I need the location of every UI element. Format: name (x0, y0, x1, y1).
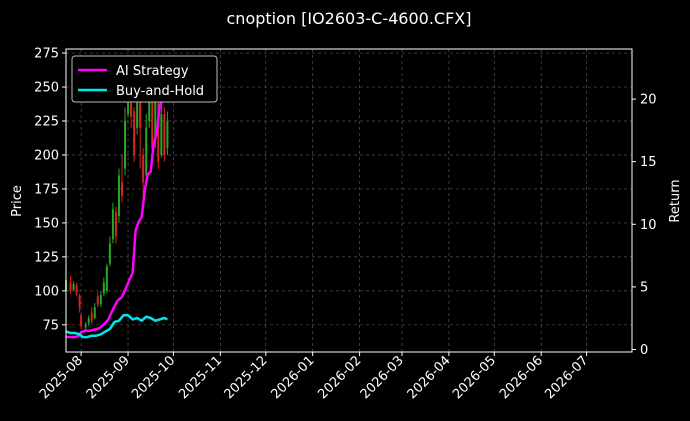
legend-label-ai-strategy: AI Strategy (116, 64, 189, 79)
candle-body (151, 100, 154, 149)
x-tick-label: 2025-11 (176, 353, 225, 402)
y2-tick-label: 20 (640, 93, 657, 108)
candle-body (160, 114, 163, 155)
y2-tick-label: 15 (640, 155, 657, 170)
candle-body (102, 282, 105, 294)
y-tick-label: 150 (34, 216, 59, 231)
x-tick-label: 2025-09 (84, 353, 133, 402)
y-tick-label: 225 (34, 115, 59, 130)
candlesticks (65, 70, 169, 332)
y2-tick-label: 10 (640, 218, 657, 233)
x-tick-label: 2026-05 (450, 353, 499, 402)
candle-body (105, 266, 108, 291)
y2-tick-label: 0 (640, 343, 648, 358)
chart-title: cnoption [IO2603-C-4600.CFX] (227, 9, 472, 28)
y-tick-label: 75 (42, 318, 59, 333)
candle-body (80, 315, 83, 327)
candle-body (108, 243, 111, 264)
candle-body (139, 93, 142, 128)
y-tick-label: 125 (34, 250, 59, 265)
candle-body (142, 154, 145, 183)
x-axis: 2025-082025-092025-102025-112025-122026-… (37, 352, 591, 402)
candle-body (157, 103, 160, 162)
candle-body (75, 285, 78, 294)
legend-box (71, 55, 218, 103)
x-tick-label: 2026-06 (497, 353, 546, 402)
y-tick-label: 250 (34, 81, 59, 96)
legend: AI Strategy Buy-and-Hold (71, 55, 218, 103)
y-axis-right: 0 5 10 15 20 (632, 93, 657, 358)
x-tick-label: 2025-10 (129, 353, 178, 402)
candle-body (69, 282, 72, 291)
plot-frame (65, 48, 633, 353)
candle-body (133, 111, 136, 155)
y2-axis-label: Return (668, 179, 683, 222)
candle-body (124, 121, 127, 169)
series-lines (65, 94, 169, 339)
candle-body (148, 93, 151, 122)
series-line-ai-strategy (66, 94, 169, 339)
grid (66, 49, 632, 352)
candle-body (120, 182, 123, 196)
x-tick-label: 2026-07 (542, 353, 591, 402)
x-tick-label: 2026-03 (358, 353, 407, 402)
candle-body (72, 284, 75, 290)
x-tick-label: 2026-01 (268, 353, 317, 402)
y-tick-label: 100 (34, 284, 59, 299)
candle-body (136, 87, 139, 128)
candle-body (96, 296, 99, 305)
y-axis-left: 75 100 125 150 175 200 225 250 275 (34, 47, 66, 333)
candle-body (78, 296, 81, 308)
candle-body (166, 121, 169, 149)
legend-label-buy-and-hold: Buy-and-Hold (116, 84, 204, 99)
candle-body (130, 93, 133, 117)
candle-body (163, 114, 166, 155)
series-line-buy-and-hold (65, 314, 168, 339)
x-tick-label: 2025-08 (37, 353, 86, 402)
candle-body (154, 100, 157, 142)
y-tick-label: 275 (34, 47, 59, 62)
y-tick-label: 175 (34, 182, 59, 197)
y-tick-label: 200 (34, 148, 59, 163)
x-tick-label: 2026-02 (315, 353, 364, 402)
candle-body (99, 294, 102, 305)
x-tick-label: 2025-12 (222, 353, 271, 402)
y-axis-label: Price (10, 185, 25, 217)
y2-tick-label: 5 (640, 280, 648, 295)
candle-body (145, 127, 148, 176)
x-tick-label: 2026-04 (405, 353, 454, 402)
candle-body (90, 312, 93, 321)
candle-body (93, 307, 96, 319)
candle-body (87, 318, 90, 324)
candle-body (117, 175, 120, 217)
candle-body (84, 324, 87, 328)
candle-body (114, 212, 117, 237)
candle-body (111, 209, 114, 240)
